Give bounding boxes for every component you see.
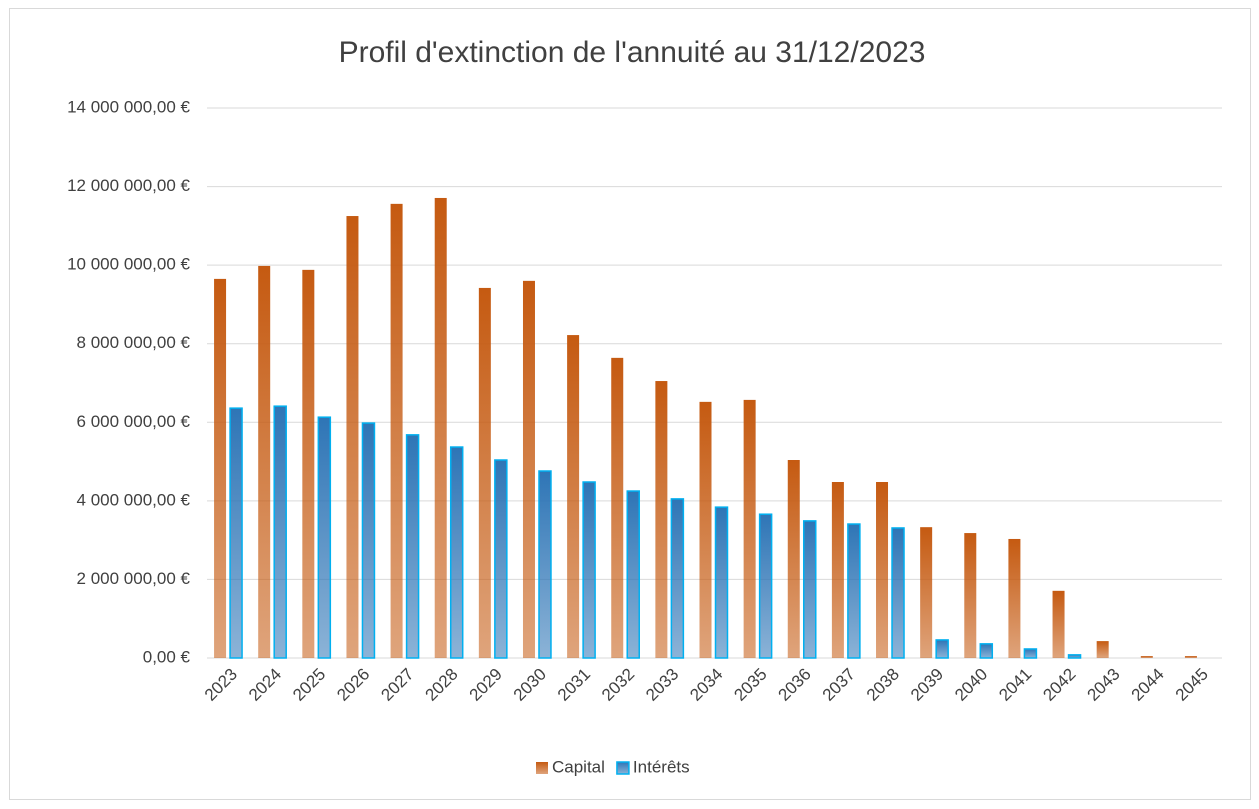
bar	[876, 482, 889, 658]
bar	[273, 405, 287, 659]
bar	[743, 399, 756, 658]
bar	[670, 498, 685, 659]
legend-swatch	[536, 762, 548, 774]
bar	[1008, 538, 1021, 658]
bar	[787, 460, 800, 658]
bar	[920, 527, 933, 658]
bar	[847, 523, 861, 659]
bar	[979, 643, 994, 659]
bar	[258, 265, 271, 658]
legend-label: Capital	[552, 757, 605, 776]
bar	[478, 287, 491, 658]
legend-swatch	[616, 761, 630, 775]
bar	[405, 434, 420, 659]
y-tick-label: 2 000 000,00 €	[77, 569, 191, 588]
bar	[214, 278, 227, 658]
bar	[229, 407, 243, 659]
y-tick-label: 0,00 €	[143, 647, 191, 666]
bar	[655, 381, 668, 658]
bar	[1067, 654, 1082, 659]
bar	[758, 513, 773, 659]
bar	[699, 401, 712, 658]
y-tick-label: 4 000 000,00 €	[77, 490, 191, 509]
bar	[935, 639, 949, 659]
bar	[831, 482, 844, 658]
bar	[611, 357, 624, 658]
bar	[1140, 656, 1153, 658]
y-tick-label: 10 000 000,00 €	[67, 255, 190, 274]
bar	[346, 216, 359, 659]
y-tick-label: 14 000 000,00 €	[67, 97, 190, 116]
bar	[302, 269, 315, 658]
bar	[567, 335, 580, 658]
bar	[1052, 590, 1065, 658]
bar	[522, 280, 535, 658]
y-tick-label: 12 000 000,00 €	[67, 176, 190, 195]
bar	[538, 470, 552, 659]
chart-title: Profil d'extinction de l'annuité au 31/1…	[339, 36, 926, 69]
bar	[494, 459, 508, 659]
bar	[449, 446, 464, 659]
bar	[626, 490, 640, 659]
bar	[891, 527, 905, 659]
bar	[1023, 648, 1038, 659]
bar	[582, 481, 596, 659]
bar	[1096, 641, 1109, 658]
bar	[714, 506, 729, 659]
y-tick-label: 8 000 000,00 €	[77, 333, 191, 352]
bar	[434, 197, 447, 658]
legend-label: Intérêts	[633, 757, 690, 776]
y-tick-label: 6 000 000,00 €	[77, 412, 191, 431]
bar	[390, 203, 403, 658]
bar	[317, 416, 332, 659]
bar	[361, 422, 376, 659]
bar	[803, 520, 817, 659]
bar	[964, 533, 977, 658]
bar	[1184, 656, 1197, 658]
